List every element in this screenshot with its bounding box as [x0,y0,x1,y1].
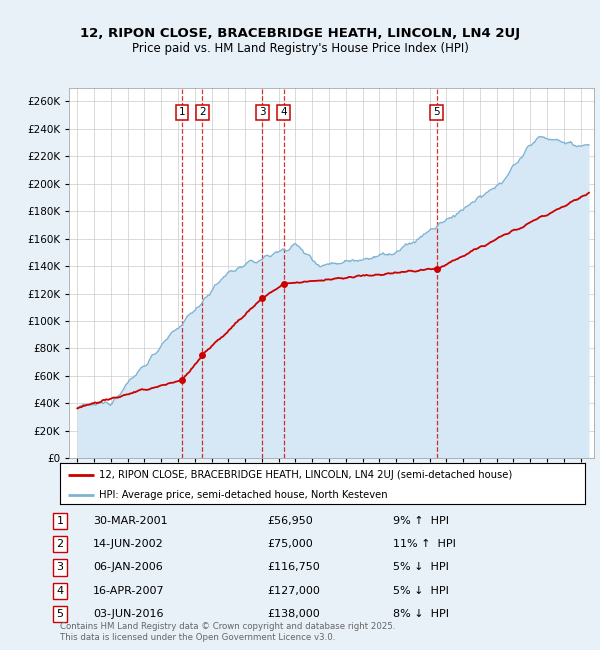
Text: 2: 2 [199,107,206,118]
Text: 12, RIPON CLOSE, BRACEBRIDGE HEATH, LINCOLN, LN4 2UJ (semi-detached house): 12, RIPON CLOSE, BRACEBRIDGE HEATH, LINC… [100,470,512,480]
Text: 8% ↓  HPI: 8% ↓ HPI [393,609,449,619]
Text: 03-JUN-2016: 03-JUN-2016 [93,609,163,619]
Text: 4: 4 [280,107,287,118]
Text: 11% ↑  HPI: 11% ↑ HPI [393,539,456,549]
Text: £138,000: £138,000 [267,609,320,619]
Text: 5% ↓  HPI: 5% ↓ HPI [393,586,449,596]
Text: 4: 4 [56,586,64,596]
Text: 9% ↑  HPI: 9% ↑ HPI [393,515,449,526]
Text: 06-JAN-2006: 06-JAN-2006 [93,562,163,573]
Text: 3: 3 [56,562,64,573]
Text: 14-JUN-2002: 14-JUN-2002 [93,539,164,549]
Text: 2: 2 [56,539,64,549]
Text: £56,950: £56,950 [267,515,313,526]
Text: Contains HM Land Registry data © Crown copyright and database right 2025.
This d: Contains HM Land Registry data © Crown c… [60,622,395,642]
Text: 5: 5 [433,107,440,118]
Text: 1: 1 [56,515,64,526]
Text: 5% ↓  HPI: 5% ↓ HPI [393,562,449,573]
Text: 1: 1 [179,107,185,118]
Text: £127,000: £127,000 [267,586,320,596]
Text: 12, RIPON CLOSE, BRACEBRIDGE HEATH, LINCOLN, LN4 2UJ: 12, RIPON CLOSE, BRACEBRIDGE HEATH, LINC… [80,27,520,40]
Text: £75,000: £75,000 [267,539,313,549]
Text: £116,750: £116,750 [267,562,320,573]
Text: 5: 5 [56,609,64,619]
Text: Price paid vs. HM Land Registry's House Price Index (HPI): Price paid vs. HM Land Registry's House … [131,42,469,55]
Text: 3: 3 [259,107,266,118]
Text: 16-APR-2007: 16-APR-2007 [93,586,164,596]
Text: HPI: Average price, semi-detached house, North Kesteven: HPI: Average price, semi-detached house,… [100,490,388,500]
Text: 30-MAR-2001: 30-MAR-2001 [93,515,167,526]
